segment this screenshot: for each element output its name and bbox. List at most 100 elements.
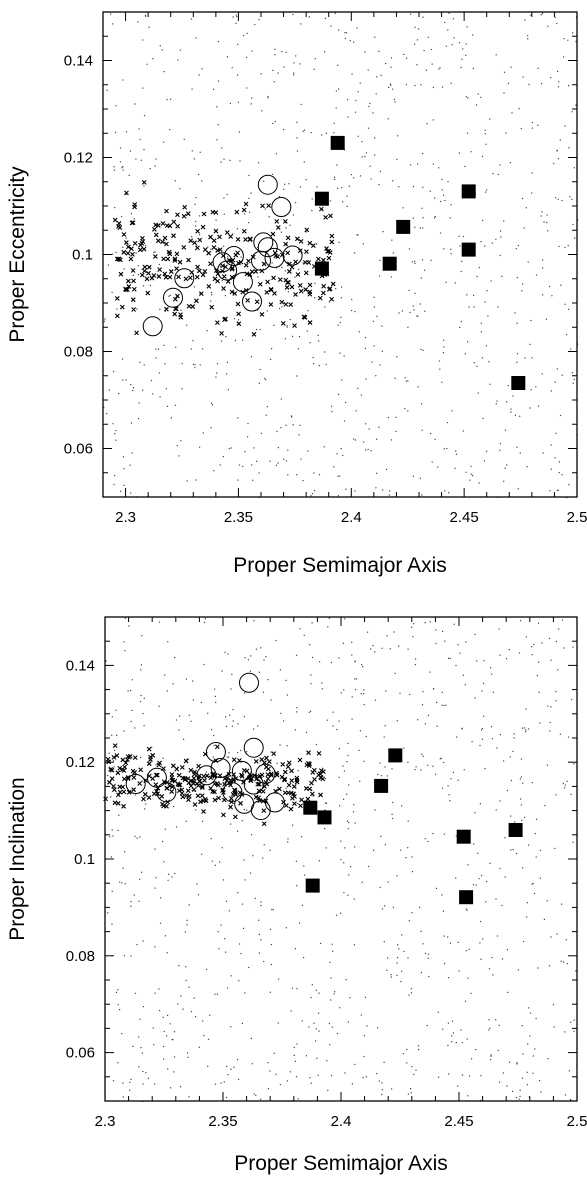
background-dot [390, 66, 392, 68]
background-dot [194, 364, 196, 366]
background-dot [557, 86, 560, 88]
cross-point [293, 292, 298, 297]
background-dot [258, 671, 260, 673]
background-dot [361, 881, 363, 883]
background-dot [108, 389, 110, 391]
background-dot [503, 92, 505, 94]
cross-point [237, 790, 243, 796]
background-dot [429, 621, 431, 623]
cross-point [244, 768, 250, 774]
background-dot [285, 927, 287, 929]
background-dot [287, 838, 289, 840]
background-dot [203, 663, 205, 666]
background-dot [484, 301, 486, 303]
background-dot [243, 808, 245, 811]
background-dot [294, 729, 296, 731]
background-dot [408, 289, 410, 291]
background-dot [480, 920, 482, 923]
background-dot [459, 245, 461, 247]
background-dot [114, 433, 116, 435]
background-dot [422, 755, 424, 757]
background-dot [486, 880, 488, 883]
background-dot [363, 704, 365, 706]
cross-point [289, 778, 295, 783]
background-dot [489, 862, 491, 864]
background-dot [240, 952, 242, 955]
background-dot [143, 115, 146, 117]
background-dot [415, 1069, 417, 1071]
background-dot [564, 1094, 567, 1096]
background-dot [386, 635, 388, 637]
background-dot [170, 417, 172, 419]
background-dot [119, 1009, 121, 1011]
cross-point [285, 235, 291, 241]
background-dot [492, 691, 494, 693]
cross-point [283, 301, 289, 307]
background-dot [341, 187, 343, 189]
background-dot [215, 701, 217, 704]
background-dot [278, 195, 281, 198]
cross-point [137, 247, 143, 253]
background-dot [441, 894, 443, 896]
background-dot [503, 480, 505, 482]
background-dot [365, 152, 368, 154]
background-dot [246, 32, 248, 34]
background-dot [516, 361, 518, 363]
cross-point [213, 210, 219, 215]
background-dot [465, 471, 467, 473]
background-dot [566, 963, 569, 965]
background-dot [495, 898, 497, 900]
background-dot [443, 448, 445, 450]
background-dot [537, 124, 539, 126]
y-tick-label: 0.12 [64, 150, 93, 167]
background-dot [206, 330, 208, 332]
cross-point [217, 247, 223, 252]
background-dot [253, 728, 255, 730]
cross-point [143, 778, 149, 783]
cross-point [121, 249, 127, 255]
background-dot [227, 256, 229, 258]
background-dot [251, 834, 253, 836]
background-dot [473, 306, 475, 308]
background-dot [129, 150, 131, 152]
background-dot [191, 236, 193, 238]
background-dot [159, 922, 162, 924]
background-dot [376, 438, 378, 440]
background-dot [210, 248, 212, 250]
background-dot [409, 693, 411, 696]
cross-point [321, 283, 327, 289]
cross-point [266, 203, 272, 209]
background-dot [502, 1072, 504, 1074]
background-dot [435, 887, 438, 889]
cross-point [188, 238, 194, 244]
background-dot [452, 771, 454, 773]
cross-point [235, 301, 241, 307]
background-dot [414, 262, 416, 264]
background-dot [132, 274, 134, 276]
background-dot [162, 757, 164, 759]
background-dot [459, 652, 461, 654]
background-dot [537, 622, 540, 624]
cross-point [111, 783, 116, 789]
background-dot [122, 79, 124, 81]
cross-point [307, 786, 313, 792]
background-dot [359, 175, 362, 177]
background-dot [149, 168, 151, 170]
cross-point [303, 287, 309, 292]
background-dot [436, 701, 438, 703]
background-dot [508, 649, 510, 651]
background-dot [140, 664, 142, 666]
background-dot [248, 197, 250, 199]
background-dot [482, 938, 484, 940]
background-dot [186, 758, 188, 760]
background-dot [391, 768, 393, 770]
background-dot [519, 1089, 521, 1091]
cross-point [260, 788, 266, 794]
cross-point [293, 259, 299, 265]
background-dot [248, 222, 250, 224]
cross-point [220, 268, 225, 274]
background-dot [483, 460, 486, 462]
background-dot [260, 432, 262, 434]
cross-point [304, 249, 309, 255]
cross-point [310, 770, 316, 775]
